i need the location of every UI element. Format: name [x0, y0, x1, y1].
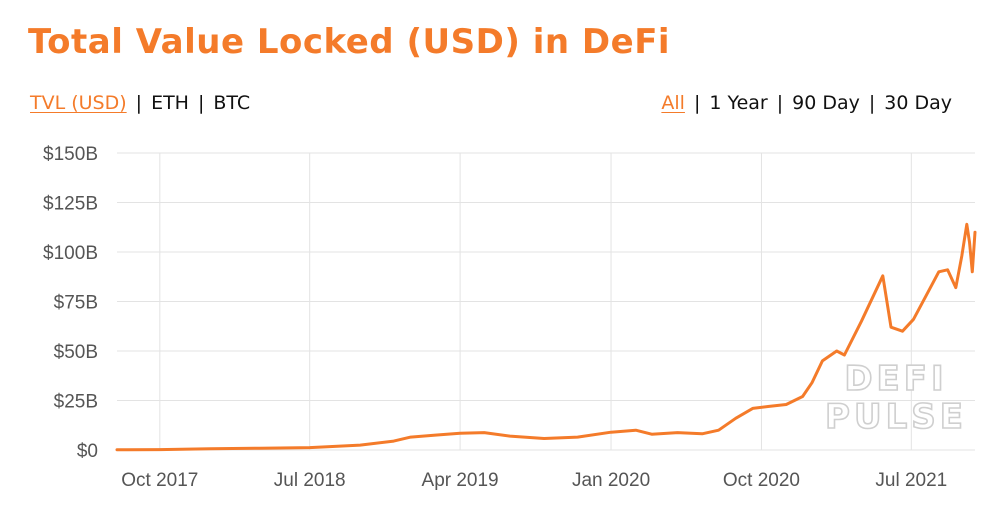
y-tick-label: $150B [43, 144, 98, 165]
tab-eth[interactable]: ETH [151, 92, 189, 114]
range-tabs: All | 1 Year | 90 Day | 30 Day [661, 92, 952, 114]
x-tick-label: Jul 2021 [875, 470, 947, 491]
y-tick-label: $50B [54, 342, 98, 363]
tab-separator: | [135, 92, 143, 114]
tab-separator: | [197, 92, 205, 114]
metric-tabs: TVL (USD) | ETH | BTC [30, 92, 250, 114]
tab-separator: | [693, 92, 701, 114]
x-tick-label: Jan 2020 [572, 470, 650, 491]
x-axis-ticks: Oct 2017 Jul 2018 Apr 2019 Jan 2020 Oct 2020… [121, 470, 947, 491]
y-tick-label: $25B [54, 392, 98, 413]
x-tick-label: Jul 2018 [274, 470, 346, 491]
watermark-line-1: DEFI [844, 359, 947, 399]
chart-series [115, 222, 977, 452]
chart-grid [117, 152, 975, 451]
x-tick-label: Oct 2020 [723, 470, 800, 491]
tab-tvl-usd[interactable]: TVL (USD) [30, 92, 127, 114]
range-all[interactable]: All [661, 92, 685, 114]
y-tick-label: $75B [54, 293, 98, 314]
y-tick-label: $100B [43, 243, 98, 264]
tvl-series-line [115, 222, 977, 452]
x-tick-label: Oct 2017 [121, 470, 198, 491]
y-tick-label: $125B [43, 194, 98, 215]
tab-separator: | [776, 92, 784, 114]
range-30-day[interactable]: 30 Day [884, 92, 952, 114]
range-90-day[interactable]: 90 Day [792, 92, 860, 114]
watermark-line-2: PULSE [825, 397, 967, 437]
page-title: Total Value Locked (USD) in DeFi [28, 22, 671, 62]
y-tick-label: $0 [77, 441, 98, 462]
x-tick-label: Apr 2019 [422, 470, 499, 491]
y-axis-ticks: $0 $25B $50B $75B $100B $125B $150B [43, 144, 98, 462]
tab-btc[interactable]: BTC [213, 92, 251, 114]
tab-separator: | [868, 92, 876, 114]
range-1-year[interactable]: 1 Year [709, 92, 768, 114]
defi-pulse-watermark: DEFI PULSE [824, 358, 967, 438]
